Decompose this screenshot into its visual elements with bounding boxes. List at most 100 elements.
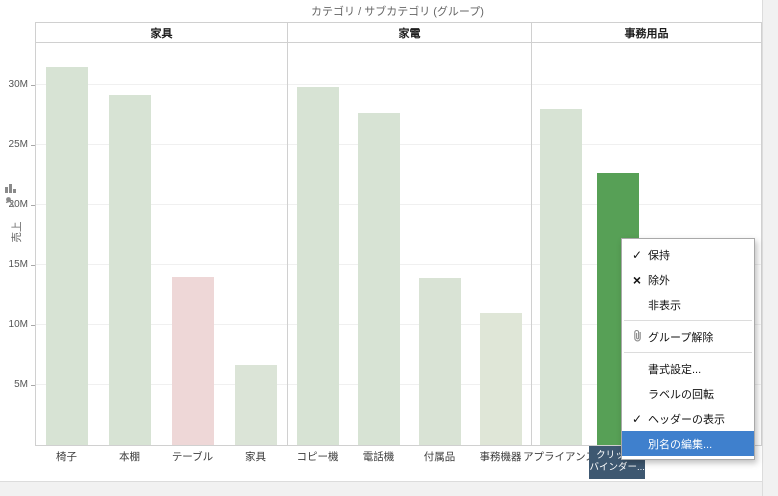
gridline	[288, 84, 531, 85]
x-axis-label-コピー機[interactable]: コピー機	[296, 451, 339, 463]
y-tick-mark	[31, 205, 35, 206]
y-tick-mark	[31, 325, 35, 326]
y-tick-label: 25M	[8, 139, 28, 150]
label-pane-家電: コピー機 電話機 付属品 事務機器	[287, 447, 531, 479]
x-label-slot: テーブル	[161, 447, 224, 479]
x-axis-label-椅子[interactable]: 椅子	[56, 451, 77, 463]
bar-slot	[410, 43, 471, 445]
x-axis-label-事務機器[interactable]: 事務機器	[479, 451, 522, 463]
context-menu-item-9[interactable]: 別名の編集...	[622, 431, 754, 456]
bar-本棚[interactable]	[109, 95, 152, 445]
bar-slot	[532, 43, 589, 445]
pane-家具	[36, 43, 288, 445]
chart-area: 家具 家電 事務用品	[35, 22, 762, 446]
x-axis-label-家具[interactable]: 家具	[245, 451, 266, 463]
bar-事務機器[interactable]	[479, 313, 522, 445]
x-icon: ×	[632, 271, 642, 288]
menu-item-label: ラベルの回転	[648, 388, 714, 401]
gridline	[288, 144, 531, 145]
horizontal-scrollbar[interactable]	[0, 481, 778, 496]
gridline	[288, 384, 531, 385]
bar-slot	[349, 43, 410, 445]
bar-slot	[36, 43, 99, 445]
check-icon: ✓	[631, 247, 643, 262]
gridline	[532, 204, 761, 205]
category-header-事務用品[interactable]: 事務用品	[624, 27, 669, 40]
x-axis-labels: 椅子 本棚 テーブル 家具 コピー機 電話機 付属品 事務機器 アプライアンス クリップ/バインダ…	[35, 446, 760, 479]
bar-slot	[99, 43, 162, 445]
column-field-label[interactable]: カテゴリ / サブカテゴリ (グループ)	[311, 6, 484, 18]
bar-slot	[162, 43, 225, 445]
menu-separator	[624, 320, 752, 321]
x-axis-label-本棚[interactable]: 本棚	[119, 451, 140, 463]
bar-slot	[288, 43, 349, 445]
x-label-slot: コピー機	[287, 447, 348, 479]
pin-icon[interactable]	[4, 196, 16, 209]
gridline	[36, 144, 287, 145]
pane-家電	[288, 43, 532, 445]
paperclip-icon	[626, 329, 648, 345]
x-label-slot: 本棚	[98, 447, 161, 479]
selected-header-line2: バインダー...	[589, 462, 645, 473]
x-axis-label-テーブル[interactable]: テーブル	[171, 451, 214, 463]
gridline	[36, 84, 287, 85]
x-axis-label-付属品[interactable]: 付属品	[423, 451, 456, 463]
check-icon: ✓	[631, 411, 643, 426]
gridline	[288, 264, 531, 265]
x-label-slot: 椅子	[35, 447, 98, 479]
bar-slot	[470, 43, 531, 445]
bar-椅子[interactable]	[46, 67, 89, 445]
y-tick-mark	[31, 145, 35, 146]
context-menu-item-1[interactable]: × 除外	[622, 267, 754, 292]
gridline	[532, 144, 761, 145]
y-tick-mark	[31, 265, 35, 266]
context-menu-item-0[interactable]: ✓ 保持	[622, 242, 754, 267]
bar-slot	[224, 43, 287, 445]
context-menu-item-6[interactable]: 書式設定...	[622, 356, 754, 381]
context-menu-item-2[interactable]: 非表示	[622, 292, 754, 317]
bar-家具[interactable]	[234, 365, 277, 445]
gridline	[36, 204, 287, 205]
pane-headers: 家具 家電 事務用品	[36, 23, 761, 43]
axis-controls	[4, 180, 20, 211]
category-header-家電[interactable]: 家電	[288, 23, 532, 42]
x-label-slot: 事務機器	[470, 447, 531, 479]
menu-item-label: 書式設定...	[648, 363, 702, 376]
menu-item-label: グループ解除	[648, 331, 714, 344]
context-menu-item-8[interactable]: ✓ ヘッダーの表示	[622, 406, 754, 431]
menu-item-label: 非表示	[648, 299, 681, 312]
context-menu-item-4[interactable]: グループ解除	[622, 324, 754, 349]
bar-アプライアンス[interactable]	[539, 109, 582, 445]
gridline	[36, 264, 287, 265]
menu-item-label: ヘッダーの表示	[648, 413, 725, 426]
y-tick-label: 5M	[14, 379, 28, 390]
menu-item-label: 除外	[648, 274, 670, 287]
bar-付属品[interactable]	[418, 278, 461, 445]
gridline	[532, 84, 761, 85]
paperclip-icon	[633, 329, 641, 341]
y-tick-mark	[31, 385, 35, 386]
gridline	[288, 204, 531, 205]
menu-separator	[624, 352, 752, 353]
x-axis-label-アプライアンス[interactable]: アプライアンス	[523, 451, 596, 463]
vertical-scrollbar[interactable]	[762, 0, 778, 496]
y-tick-label: 15M	[8, 259, 28, 270]
sort-bars-icon[interactable]	[4, 182, 16, 194]
x-label-slot: 電話機	[348, 447, 409, 479]
y-tick-label: 20M	[8, 199, 28, 210]
gridline	[36, 324, 287, 325]
x-label-slot: アプライアンス	[523, 447, 596, 479]
category-header-家具[interactable]: 家具	[36, 23, 288, 42]
bar-テーブル[interactable]	[171, 277, 214, 445]
bar-コピー機[interactable]	[297, 87, 340, 445]
y-tick-mark	[31, 85, 35, 86]
selected-header-line1: クリップ/	[596, 450, 637, 461]
bar-電話機[interactable]	[358, 113, 401, 445]
x-label-slot: 付属品	[409, 447, 470, 479]
menu-item-label: 別名の編集...	[648, 438, 713, 451]
x-axis-label-電話機[interactable]: 電話機	[362, 451, 395, 463]
context-menu-item-7[interactable]: ラベルの回転	[622, 381, 754, 406]
label-pane-家具: 椅子 本棚 テーブル 家具	[35, 447, 287, 479]
y-tick-label: 30M	[8, 79, 28, 90]
gridline	[36, 384, 287, 385]
